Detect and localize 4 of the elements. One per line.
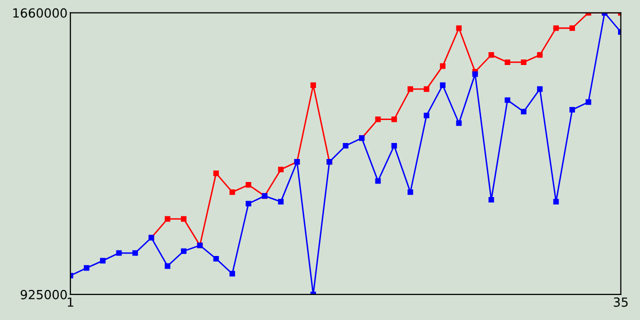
y-tick-label: 925000 bbox=[20, 290, 67, 300]
x-tick-label: 1 bbox=[68, 298, 74, 307]
y-tick-label: 1660000 bbox=[13, 8, 67, 18]
x-tick-label: 35 bbox=[614, 297, 628, 307]
